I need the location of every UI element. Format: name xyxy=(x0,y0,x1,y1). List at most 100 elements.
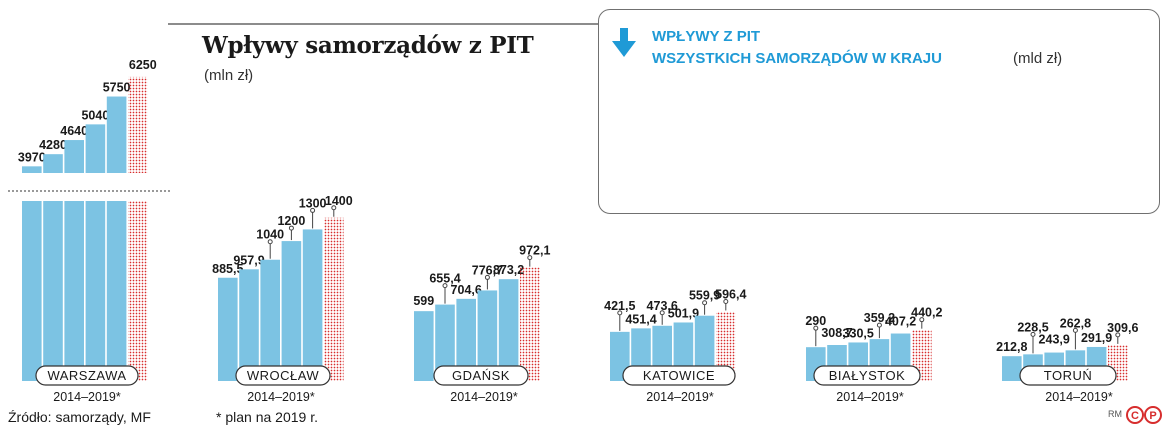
torun-value-label-2014: 212,8 xyxy=(996,340,1027,354)
gdansk-value-label-2016: 704,6 xyxy=(451,283,482,297)
bialystok-label-dot-2014 xyxy=(813,325,819,331)
warszawa-value-label-2015: 4280 xyxy=(39,138,67,152)
torun-value-label-2015: 228,5 xyxy=(1017,320,1048,334)
bialystok-value-label-2018: 407,2 xyxy=(885,315,916,329)
warszawa-city-label: WARSZAWA xyxy=(47,368,126,383)
gdansk-label-dot-2015 xyxy=(442,283,448,289)
wroclaw-value-label-2018: 1300 xyxy=(299,196,327,210)
warszawa-bar-2019* xyxy=(128,201,148,381)
warszawa-upper-bar-2017 xyxy=(85,124,106,173)
torun-value-label-2018: 291,9 xyxy=(1081,331,1112,345)
torun-value-label-2017: 262,8 xyxy=(1060,316,1091,330)
gdansk-city-pill xyxy=(433,365,529,386)
warszawa-upper-bar-2015 xyxy=(43,154,63,173)
wroclaw-bar-2015 xyxy=(239,269,259,381)
warszawa-bar-2014 xyxy=(22,201,42,381)
wroclaw-city-pill xyxy=(235,365,331,386)
wroclaw-city-label: WROCŁAW xyxy=(247,368,320,383)
warszawa-upper-bar-2014 xyxy=(22,166,42,173)
gdansk-value-label-2014: 599 xyxy=(413,294,434,308)
warszawa-value-label-2016: 4640 xyxy=(60,124,88,138)
wroclaw-bar-2019* xyxy=(324,217,344,381)
bialystok-value-label-2017: 359,2 xyxy=(864,311,895,325)
bialystok-value-label-2016: 330,5 xyxy=(843,326,874,340)
katowice-label-dot-2016 xyxy=(659,310,665,316)
wroclaw-value-label-2019*: 1400 xyxy=(325,194,353,208)
wroclaw-bar-2016 xyxy=(260,259,280,381)
gdansk-bar-2014 xyxy=(414,311,434,381)
bialystok-value-label-2019*: 440,2 xyxy=(911,306,942,320)
katowice-value-label-2015: 451,4 xyxy=(625,312,656,326)
katowice-label-dot-2019* xyxy=(723,298,729,304)
national-panel xyxy=(598,9,1160,214)
bialystok-value-label-2014: 290 xyxy=(805,314,826,328)
katowice-label-dot-2014 xyxy=(617,310,623,316)
katowice-bar-2018 xyxy=(694,315,715,381)
torun-label-dot-2017 xyxy=(1072,327,1078,333)
torun-label-dot-2015 xyxy=(1030,331,1036,337)
katowice-bar-2014 xyxy=(610,331,630,381)
footnote-plan: * plan na 2019 r. xyxy=(216,409,318,425)
gdansk-value-label-2015: 655,4 xyxy=(429,272,460,286)
wroclaw-period-label: 2014–2019* xyxy=(247,390,315,404)
torun-label-dot-2019* xyxy=(1115,332,1121,338)
svg-text:P: P xyxy=(1149,410,1156,422)
gdansk-bar-2019* xyxy=(520,267,540,381)
warszawa-upper-bar-2019* xyxy=(128,76,148,173)
gdansk-value-label-2018: 873,2 xyxy=(493,263,524,277)
bialystok-city-pill xyxy=(813,365,921,386)
gdansk-period-label: 2014–2019* xyxy=(450,390,518,404)
page-title: Wpływy samorządów z PIT xyxy=(202,32,534,59)
warszawa-bar-2016 xyxy=(64,201,84,381)
bialystok-period-label: 2014–2019* xyxy=(836,390,904,404)
gdansk-bar-2016 xyxy=(456,298,476,381)
wroclaw-label-dot-2017 xyxy=(288,225,294,231)
gdansk-city-label: GDAŃSK xyxy=(452,368,510,383)
torun-value-label-2016: 243,9 xyxy=(1039,333,1070,347)
warszawa-value-label-2017: 5040 xyxy=(81,108,109,122)
katowice-value-label-2017: 501,9 xyxy=(668,306,699,320)
panel-title: WPŁYWY Z PIT WSZYSTKICH SAMORZĄDÓW W KRA… xyxy=(652,26,942,70)
warszawa-bar-2017 xyxy=(85,201,106,381)
gdansk-value-label-2017: 776,7 xyxy=(472,263,503,277)
arrow-down-icon xyxy=(612,28,636,57)
brand-mark: RM xyxy=(1108,409,1122,419)
katowice-value-label-2016: 473,6 xyxy=(647,299,678,313)
gdansk-bar-2015 xyxy=(435,304,455,381)
torun-value-label-2019*: 309,6 xyxy=(1107,321,1138,335)
svg-text:C: C xyxy=(1131,410,1139,422)
unit-label: (mln zł) xyxy=(204,67,254,84)
gdansk-bar-2018 xyxy=(498,279,519,381)
bialystok-label-dot-2017 xyxy=(876,322,882,328)
wroclaw-value-label-2017: 1200 xyxy=(277,214,305,228)
torun-period-label: 2014–2019* xyxy=(1045,390,1113,404)
wroclaw-bar-2014 xyxy=(218,277,238,381)
warszawa-upper-bar-2018 xyxy=(106,96,127,173)
warszawa-value-label-2018: 5750 xyxy=(103,81,131,95)
warszawa-value-label-2014: 3970 xyxy=(18,150,46,164)
warszawa-city-pill xyxy=(35,365,139,386)
source-note: Źródło: samorządy, MF xyxy=(8,409,151,425)
wroclaw-bar-2017 xyxy=(281,241,302,381)
wroclaw-label-dot-2016 xyxy=(267,239,273,245)
katowice-value-label-2019*: 596,4 xyxy=(715,287,746,301)
warszawa-bar-2018 xyxy=(106,201,127,381)
wroclaw-label-dot-2019* xyxy=(331,205,337,211)
katowice-city-label: KATOWICE xyxy=(643,368,715,383)
gdansk-bar-2017 xyxy=(477,290,498,381)
wroclaw-bar-2018 xyxy=(302,229,323,381)
gdansk-label-dot-2017 xyxy=(484,274,490,280)
panel-title-line1: WPŁYWY Z PIT xyxy=(652,28,761,45)
gdansk-value-label-2019*: 972,1 xyxy=(519,244,550,258)
katowice-value-label-2014: 421,5 xyxy=(604,299,635,313)
katowice-bar-2019* xyxy=(716,311,736,381)
panel-unit-label: (mld zł) xyxy=(1013,50,1063,67)
katowice-label-dot-2018 xyxy=(702,300,708,306)
warszawa-upper-bar-2016 xyxy=(64,140,84,173)
bialystok-value-label-2015: 308,7 xyxy=(821,326,852,340)
logo-icon: C P xyxy=(1126,406,1162,424)
katowice-period-label: 2014–2019* xyxy=(646,390,714,404)
bialystok-label-dot-2019* xyxy=(919,317,925,323)
wroclaw-value-label-2014: 885,5 xyxy=(212,262,243,276)
